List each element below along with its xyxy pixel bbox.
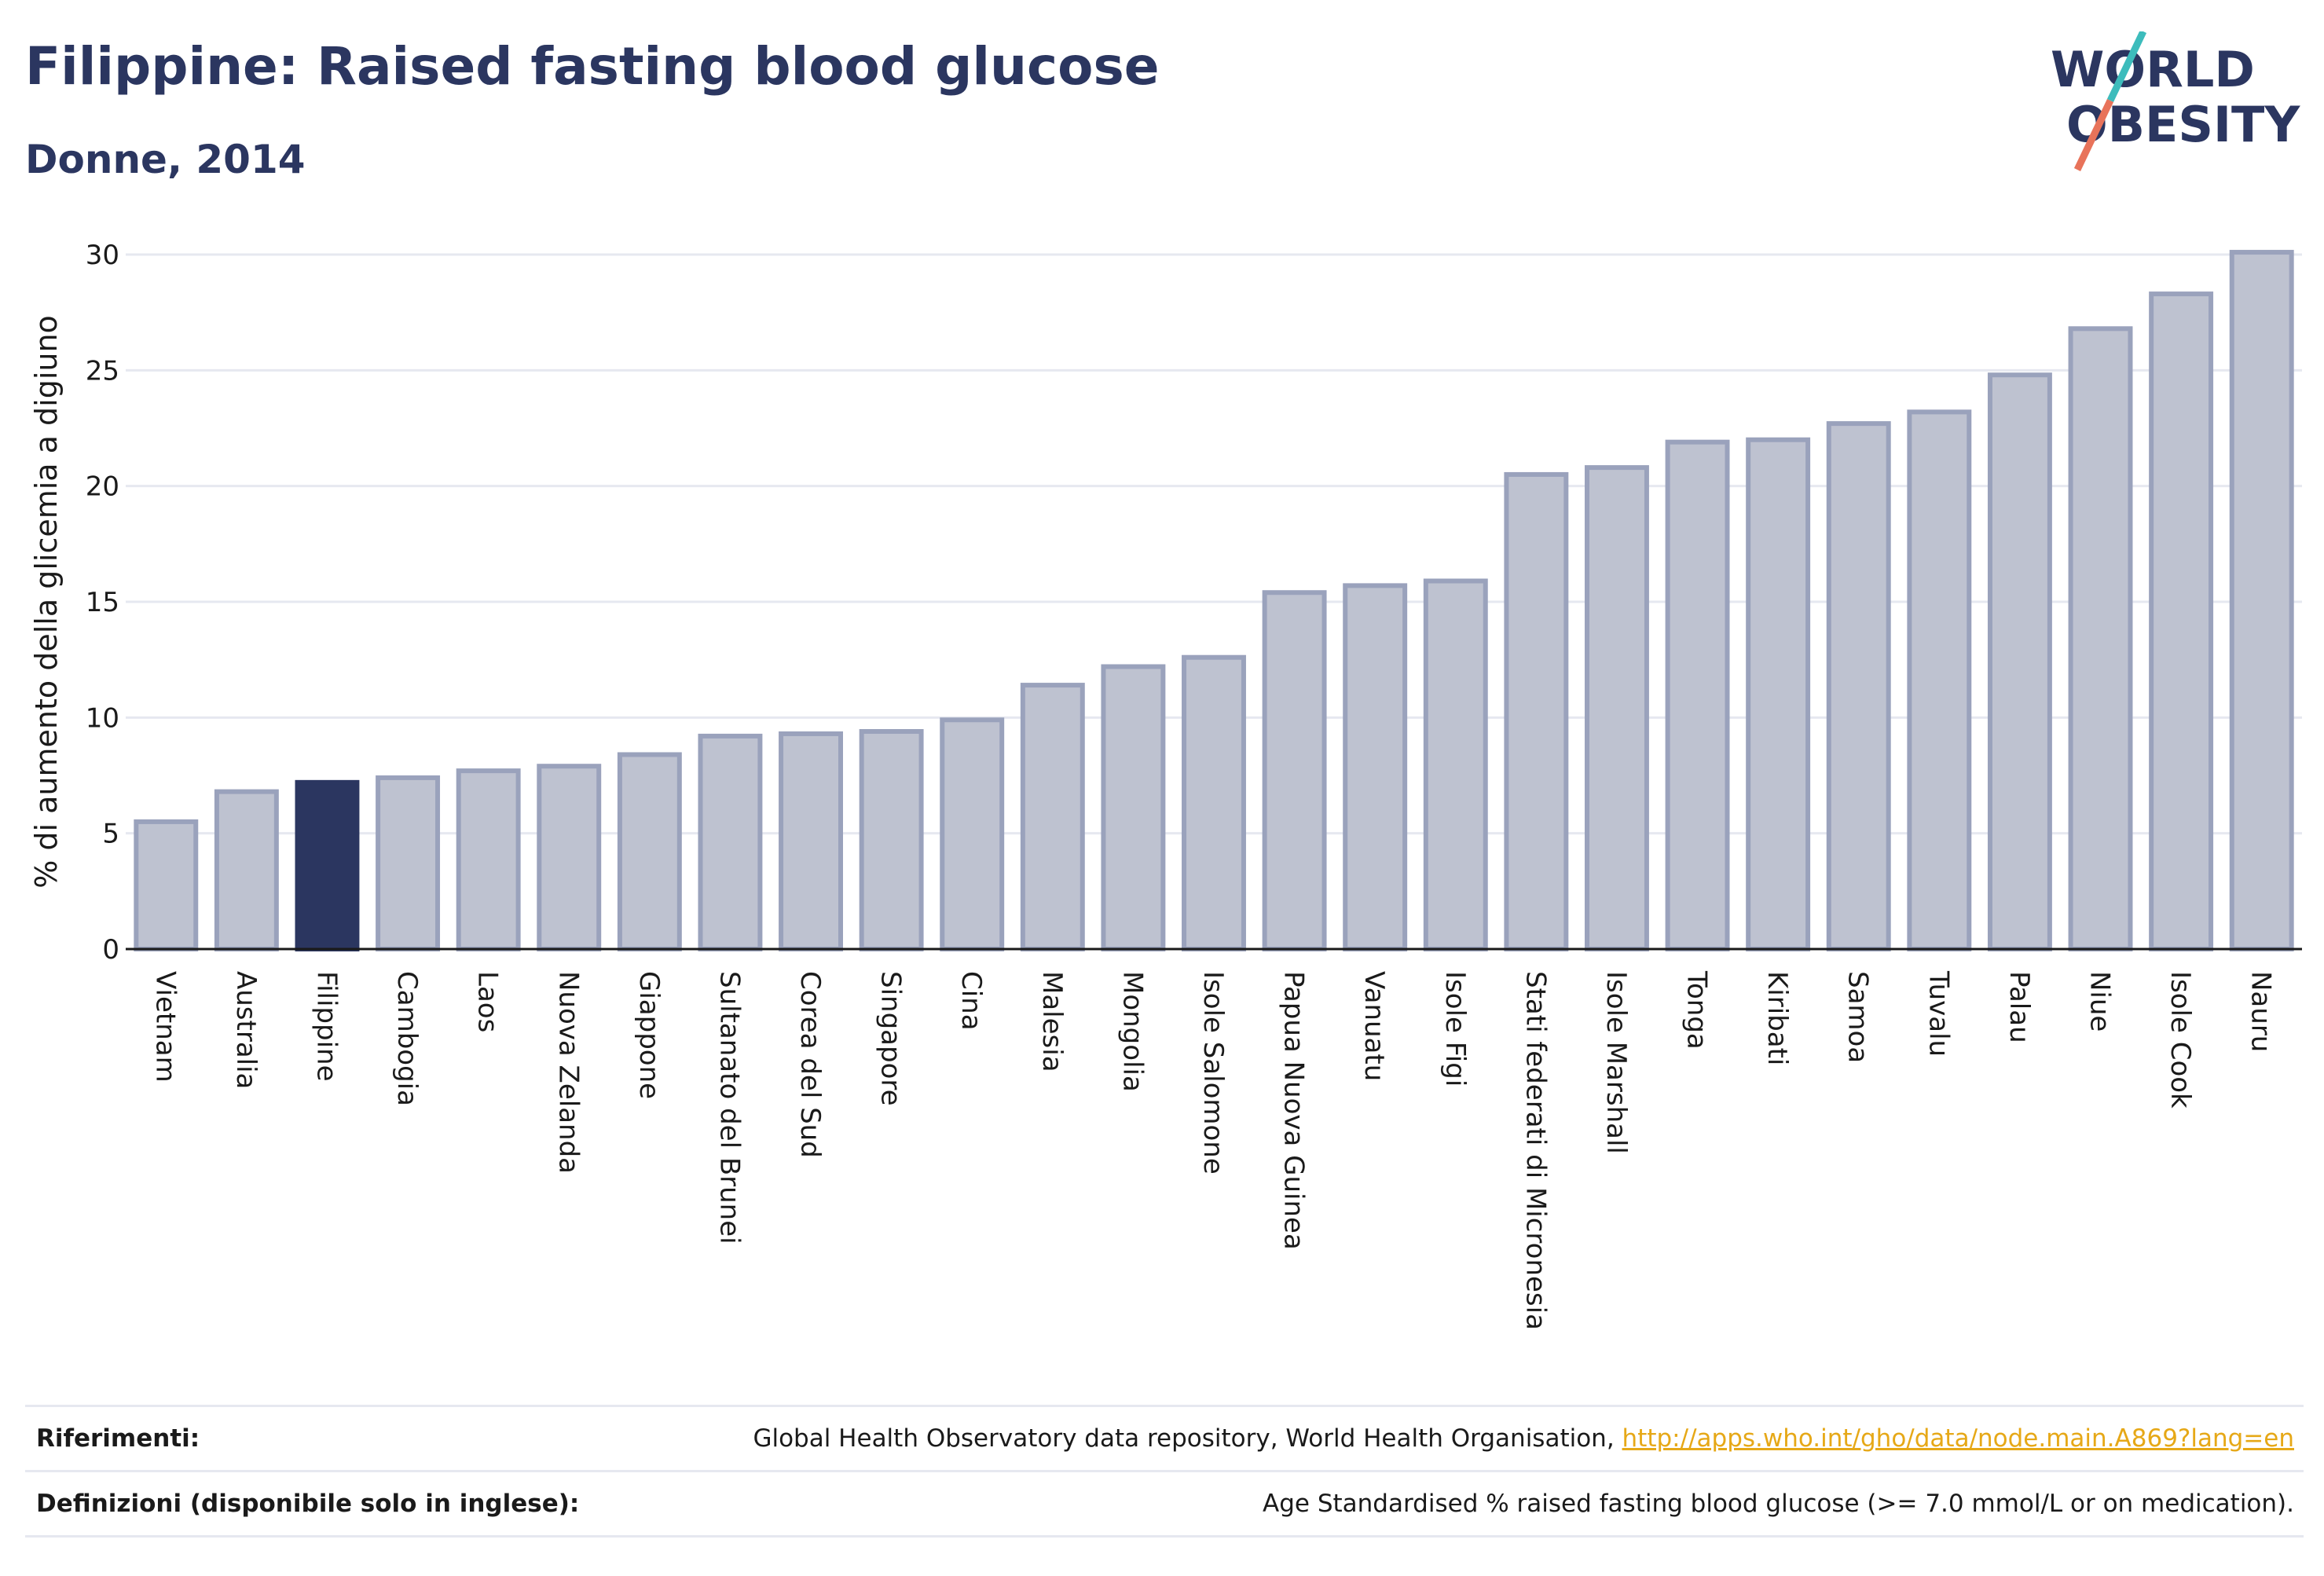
x-tick-label: Isole Cook [2165,971,2196,1109]
bar-cambogia[interactable] [376,775,441,951]
x-tick-label: Stati federati di Micronesia [1519,971,1551,1330]
references-value: Global Health Observatory data repositor… [753,1424,2294,1453]
x-tick-label: Cambogia [391,971,423,1106]
y-axis-label: % di aumento della glicemia a digiuno [29,315,64,889]
references-link[interactable]: http://apps.who.int/gho/data/node.main.A… [1622,1424,2294,1453]
x-tick-label: Laos [472,971,504,1032]
bar-isole-marshall[interactable] [1585,465,1649,951]
x-tick-label: Isole Marshall [1600,971,1632,1154]
bar-nauru[interactable] [2229,250,2294,951]
chart-subtitle: Donne, 2014 [25,137,306,182]
x-tick-label: Niue [2084,971,2116,1032]
definitions-row: Definizioni (disponibile solo in inglese… [25,1470,2304,1538]
references-label: Riferimenti: [36,1424,200,1453]
definitions-text: Age Standardised % raised fasting blood … [1263,1490,2294,1518]
y-tick-label: 25 [86,355,119,387]
x-tick-label: Giappone [633,971,665,1099]
y-tick-label: 0 [102,934,119,966]
bar-kiribati[interactable] [1746,437,1811,951]
x-tick-label: Australia [230,971,262,1089]
x-tick-label: Vietnam [149,971,181,1083]
x-tick-label: Palau [2003,971,2035,1043]
references-text: Global Health Observatory data repositor… [753,1424,1622,1453]
x-tick-label: Sultanato del Brunei [713,971,745,1244]
bar-laos[interactable] [456,768,521,952]
world-obesity-logo: WORLD OBESITY [2051,31,2300,171]
y-tick-label: 30 [86,240,119,271]
bar-nuova-zelanda[interactable] [537,764,602,951]
bar-vietnam[interactable] [134,819,199,952]
footer: Riferimenti: Global Health Observatory d… [25,1405,2304,1538]
x-tick-label: Tuvalu [1923,970,1954,1057]
logo-slash-top [2106,31,2147,102]
x-tick-label: Tonga [1681,970,1713,1050]
bar-isole-salomone[interactable] [1182,654,1246,951]
bar-sultanato-del-brunei[interactable] [698,733,763,951]
x-tick-label: Isole Figi [1439,971,1471,1087]
bar-isole-cook[interactable] [2149,291,2214,951]
bar-giappone[interactable] [617,752,682,951]
x-tick-label: Kiribati [1761,971,1793,1065]
x-tick-label: Corea del Sud [794,971,826,1158]
bar-malesia[interactable] [1020,683,1085,952]
bar-australia[interactable] [214,789,279,951]
logo-slash-bottom [2073,99,2114,171]
x-tick-label: Filippine [310,971,342,1082]
x-tick-label: Malesia [1036,971,1068,1072]
x-tick-label: Nuova Zelanda [552,971,584,1174]
bar-niue[interactable] [2068,326,2133,951]
x-tick-label: Vanuatu [1358,971,1390,1081]
bar-vanuatu[interactable] [1343,583,1408,952]
label-layer: 0 5 10 15 20 25 30 Vietnam Australia Filippine Cam… [29,240,2277,1330]
x-tick-label: Nauru [2245,971,2277,1052]
bar-cina[interactable] [940,717,1005,952]
bar-tonga[interactable] [1665,439,1730,951]
y-tick-label: 5 [102,819,119,850]
bar-isole-figi[interactable] [1423,578,1488,951]
x-tick-label: Cina [955,971,987,1031]
bar-corea-del-sud[interactable] [779,731,843,952]
y-tick-label: 10 [86,702,119,734]
x-tick-label: Mongolia [1116,971,1148,1092]
x-tick-label: Singapore [875,971,907,1106]
bar-papua-nuova-guinea[interactable] [1262,590,1327,951]
logo-line-1: WORLD [2051,41,2255,98]
references-row: Riferimenti: Global Health Observatory d… [25,1405,2304,1470]
y-tick-label: 15 [86,587,119,618]
bar-palau[interactable] [1987,372,2052,951]
x-tick-label: Isole Salomone [1197,971,1229,1175]
x-tick-label: Samoa [1842,971,1874,1063]
bar-mongolia[interactable] [1101,664,1166,951]
bar-singapore[interactable] [859,729,924,951]
chart-title: Filippine: Raised fasting blood glucose [25,36,1160,97]
x-tick-label: Papua Nuova Guinea [1278,971,1310,1250]
definitions-label: Definizioni (disponibile solo in inglese… [36,1490,580,1518]
bar-tuvalu[interactable] [1907,409,1972,951]
y-tick-label: 20 [86,471,119,503]
bar-chart: 0 5 10 15 20 25 30 Vietnam Australia Filippine Cam… [29,240,2302,1330]
bar-filippine[interactable] [295,779,360,952]
bar-samoa[interactable] [1826,421,1891,951]
bar-stati-federati-di-micronesia[interactable] [1504,471,1569,951]
